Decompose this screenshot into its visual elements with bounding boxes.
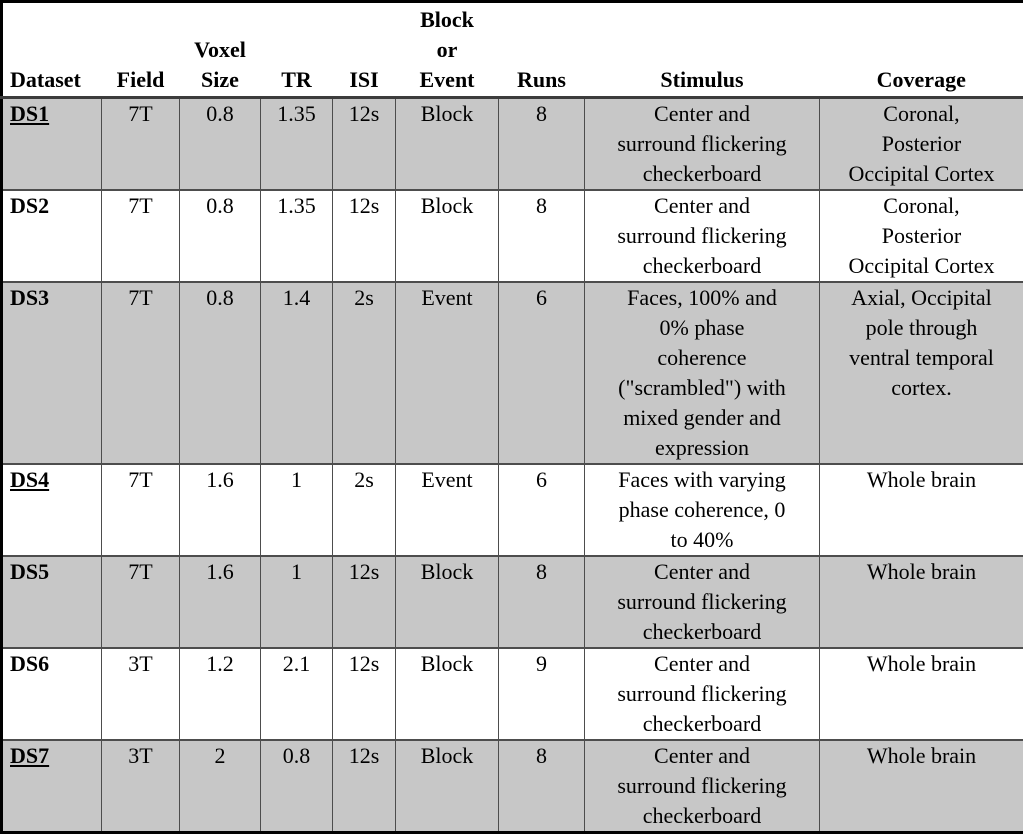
cell-field: 7T xyxy=(102,464,180,556)
cell-block_or_event: Event xyxy=(396,282,499,464)
cell-runs: 8 xyxy=(499,556,585,648)
cell-coverage: Whole brain xyxy=(820,556,1023,648)
cell-dataset: DS3 xyxy=(2,282,102,464)
cell-dataset: DS4 xyxy=(2,464,102,556)
column-header-coverage: Coverage xyxy=(820,2,1023,98)
cell-voxel_size: 1.6 xyxy=(180,556,261,648)
cell-stimulus: Faces with varying phase coherence, 0 to… xyxy=(585,464,820,556)
cell-tr: 1 xyxy=(261,464,333,556)
cell-voxel_size: 0.8 xyxy=(180,282,261,464)
cell-isi: 2s xyxy=(333,464,396,556)
column-header-isi: ISI xyxy=(333,2,396,98)
cell-isi: 12s xyxy=(333,556,396,648)
column-header-tr: TR xyxy=(261,2,333,98)
cell-runs: 8 xyxy=(499,740,585,833)
cell-stimulus: Center and surround flickering checkerbo… xyxy=(585,98,820,191)
cell-runs: 6 xyxy=(499,464,585,556)
cell-stimulus: Center and surround flickering checkerbo… xyxy=(585,648,820,740)
dataset-label: DS3 xyxy=(10,285,49,310)
cell-block_or_event: Block xyxy=(396,190,499,282)
cell-runs: 8 xyxy=(499,98,585,191)
cell-field: 3T xyxy=(102,740,180,833)
cell-tr: 0.8 xyxy=(261,740,333,833)
cell-runs: 6 xyxy=(499,282,585,464)
cell-voxel_size: 0.8 xyxy=(180,98,261,191)
cell-runs: 8 xyxy=(499,190,585,282)
dataset-label: DS6 xyxy=(10,651,49,676)
cell-isi: 12s xyxy=(333,648,396,740)
cell-field: 7T xyxy=(102,98,180,191)
cell-stimulus: Center and surround flickering checkerbo… xyxy=(585,190,820,282)
column-header-block_or_event: Block or Event xyxy=(396,2,499,98)
cell-isi: 12s xyxy=(333,740,396,833)
cell-tr: 1.35 xyxy=(261,98,333,191)
cell-block_or_event: Block xyxy=(396,740,499,833)
dataset-link[interactable]: DS4 xyxy=(10,467,49,492)
cell-block_or_event: Block xyxy=(396,556,499,648)
cell-dataset: DS1 xyxy=(2,98,102,191)
column-header-dataset: Dataset xyxy=(2,2,102,98)
cell-block_or_event: Event xyxy=(396,464,499,556)
dataset-label: DS5 xyxy=(10,559,49,584)
column-header-voxel_size: Voxel Size xyxy=(180,2,261,98)
cell-field: 3T xyxy=(102,648,180,740)
cell-dataset: DS2 xyxy=(2,190,102,282)
dataset-label: DS2 xyxy=(10,193,49,218)
cell-coverage: Whole brain xyxy=(820,648,1023,740)
cell-coverage: Axial, Occipital pole through ventral te… xyxy=(820,282,1023,464)
column-header-stimulus: Stimulus xyxy=(585,2,820,98)
cell-voxel_size: 1.6 xyxy=(180,464,261,556)
cell-tr: 2.1 xyxy=(261,648,333,740)
cell-field: 7T xyxy=(102,190,180,282)
cell-block_or_event: Block xyxy=(396,98,499,191)
cell-coverage: Coronal, Posterior Occipital Cortex xyxy=(820,190,1023,282)
cell-block_or_event: Block xyxy=(396,648,499,740)
cell-coverage: Whole brain xyxy=(820,740,1023,833)
cell-coverage: Coronal, Posterior Occipital Cortex xyxy=(820,98,1023,191)
dataset-link[interactable]: DS1 xyxy=(10,101,49,126)
cell-field: 7T xyxy=(102,556,180,648)
cell-voxel_size: 2 xyxy=(180,740,261,833)
cell-tr: 1.4 xyxy=(261,282,333,464)
cell-tr: 1.35 xyxy=(261,190,333,282)
cell-tr: 1 xyxy=(261,556,333,648)
cell-stimulus: Center and surround flickering checkerbo… xyxy=(585,556,820,648)
column-header-field: Field xyxy=(102,2,180,98)
column-header-runs: Runs xyxy=(499,2,585,98)
cell-dataset: DS6 xyxy=(2,648,102,740)
cell-runs: 9 xyxy=(499,648,585,740)
cell-voxel_size: 1.2 xyxy=(180,648,261,740)
cell-isi: 12s xyxy=(333,190,396,282)
cell-field: 7T xyxy=(102,282,180,464)
cell-voxel_size: 0.8 xyxy=(180,190,261,282)
cell-dataset: DS5 xyxy=(2,556,102,648)
dataset-link[interactable]: DS7 xyxy=(10,743,49,768)
cell-stimulus: Center and surround flickering checkerbo… xyxy=(585,740,820,833)
cell-dataset: DS7 xyxy=(2,740,102,833)
cell-isi: 2s xyxy=(333,282,396,464)
cell-coverage: Whole brain xyxy=(820,464,1023,556)
cell-stimulus: Faces, 100% and 0% phase coherence ("scr… xyxy=(585,282,820,464)
cell-isi: 12s xyxy=(333,98,396,191)
